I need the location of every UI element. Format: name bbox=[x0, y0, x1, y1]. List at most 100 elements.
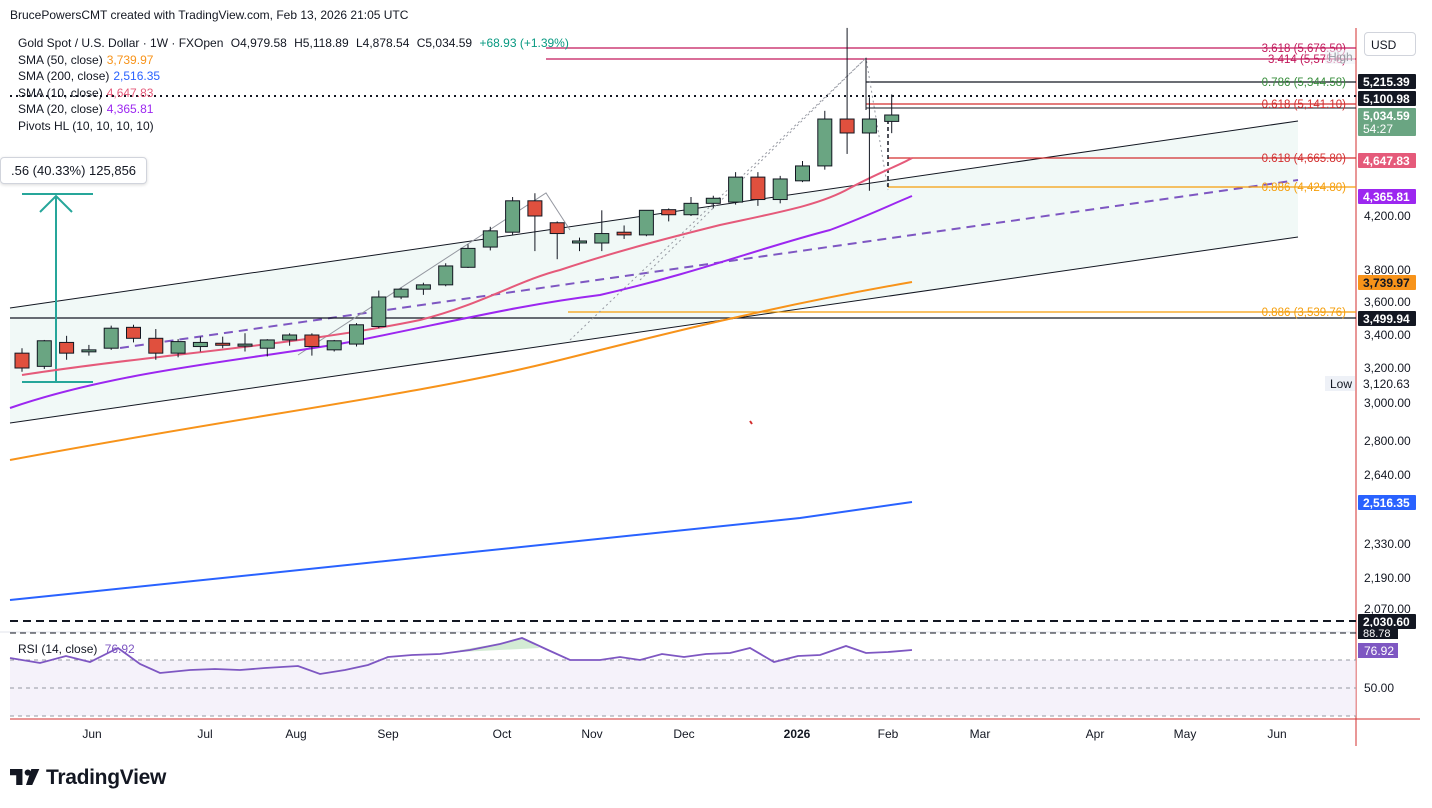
red-marker bbox=[749, 420, 753, 425]
price-tick-label: 2,330.00 bbox=[1364, 537, 1411, 551]
fib-labels: 3.618 (5,676.50)3.414 (5,575.6)0.786 (5,… bbox=[1262, 43, 1347, 319]
candle-body bbox=[460, 247, 476, 268]
rsi-line bbox=[9, 637, 913, 675]
candle bbox=[638, 209, 654, 237]
time-tick-label: Sep bbox=[377, 727, 399, 741]
candle-body bbox=[572, 240, 587, 244]
time-tick-label: Jun bbox=[82, 727, 101, 741]
pivot-low-label: Low bbox=[1330, 377, 1352, 391]
price-badge-text: 2,030.60 bbox=[1363, 615, 1410, 629]
candle bbox=[661, 208, 677, 222]
time-tick-label: Jul bbox=[197, 727, 212, 741]
indicator-row[interactable]: SMA (200, close) 2,516.35 bbox=[18, 68, 569, 85]
candle-body bbox=[750, 176, 766, 201]
candle bbox=[59, 335, 75, 360]
candle bbox=[527, 193, 543, 252]
price-tick-label: 3,000.00 bbox=[1364, 396, 1411, 410]
pivot-high-label-bg bbox=[1325, 50, 1355, 64]
candle-body bbox=[304, 334, 320, 348]
symbol-row[interactable]: Gold Spot / U.S. Dollar · 1W · FXOpen O4… bbox=[18, 35, 569, 52]
price-badge: 3,120.63 bbox=[1358, 376, 1416, 391]
measure-tool bbox=[22, 193, 93, 383]
time-tick-label: Oct bbox=[493, 727, 512, 741]
projection-dotted-1 bbox=[569, 57, 867, 341]
indicator-row[interactable]: Pivots HL (10, 10, 10, 10) bbox=[18, 118, 569, 135]
indicator-value: 2,516.35 bbox=[113, 69, 161, 83]
candle bbox=[326, 339, 342, 352]
price-tick-label: 3,400.00 bbox=[1364, 328, 1411, 342]
price-badge-text: 5,100.98 bbox=[1363, 92, 1410, 106]
candle-body bbox=[326, 340, 342, 351]
candle-body bbox=[192, 341, 208, 348]
candle bbox=[237, 333, 253, 352]
candle-body bbox=[237, 343, 253, 347]
candle bbox=[505, 197, 521, 235]
price-badge: 4,647.83 bbox=[1358, 153, 1416, 168]
candle bbox=[259, 339, 275, 357]
price-tick-label: 2,800.00 bbox=[1364, 434, 1411, 448]
indicator-row[interactable]: SMA (50, close) 3,739.97 bbox=[18, 52, 569, 69]
currency-selector[interactable]: USD bbox=[1364, 32, 1416, 56]
time-tick-label: May bbox=[1174, 727, 1197, 741]
candle-body bbox=[415, 284, 431, 290]
fib-label: 0.886 (3,539.76) bbox=[1262, 307, 1347, 319]
price-axis-labels: 4,200.00 3,800.00 3,600.00 3,400.00 3,200.00… bbox=[1364, 209, 1411, 616]
candle bbox=[616, 225, 632, 239]
price-badge: 2,516.35 bbox=[1358, 495, 1416, 510]
rsi-badge bbox=[1358, 643, 1398, 658]
fib-label: 0.886 (4,424.80) bbox=[1262, 182, 1347, 194]
candle bbox=[170, 339, 186, 358]
price-tick-label: 3,600.00 bbox=[1364, 295, 1411, 309]
price-tick-label: 3,200.00 bbox=[1364, 361, 1411, 375]
time-axis-labels: Jun Jul Aug Sep Oct Nov Dec 2026 Feb Mar Apr May Jun bbox=[82, 727, 1286, 741]
price-badge-text: 5,034.59 bbox=[1363, 109, 1410, 123]
indicator-label: SMA (50, close) bbox=[18, 52, 103, 67]
candle-body bbox=[59, 341, 75, 354]
ohlc-open: O4,979.58 bbox=[230, 36, 287, 50]
price-badge: 5,215.39 bbox=[1358, 74, 1416, 89]
price-tick-label: 2,640.00 bbox=[1364, 468, 1411, 482]
candle-body bbox=[549, 222, 565, 235]
time-tick-label: Apr bbox=[1086, 727, 1105, 741]
price-tick-label: 4,200.00 bbox=[1364, 209, 1411, 223]
channel-lower-line bbox=[9, 236, 1299, 424]
candle-body bbox=[482, 230, 498, 248]
candle bbox=[349, 323, 364, 347]
candle-body bbox=[81, 349, 97, 353]
candle bbox=[103, 325, 119, 350]
rsi-value: 76.92 bbox=[104, 642, 135, 656]
candle-body bbox=[661, 209, 677, 216]
candle bbox=[772, 175, 788, 204]
candle-body bbox=[772, 178, 788, 201]
channel-midline bbox=[119, 179, 1299, 349]
candle bbox=[393, 287, 409, 300]
indicator-row[interactable]: SMA (10, close) 4,647.83 bbox=[18, 85, 569, 102]
candle bbox=[482, 226, 498, 251]
sma-50-line bbox=[9, 281, 913, 461]
rsi-legend[interactable]: RSI (14, close) 76.92 bbox=[18, 642, 135, 656]
price-tick-label: 3,800.00 bbox=[1364, 263, 1411, 277]
candle bbox=[817, 110, 833, 170]
price-badge-text: 3,499.94 bbox=[1363, 312, 1410, 326]
tradingview-logo[interactable]: TradingView bbox=[10, 766, 166, 790]
indicator-value: 4,647.83 bbox=[106, 85, 154, 100]
ohlc-close: C5,034.59 bbox=[416, 36, 473, 50]
indicator-row[interactable]: SMA (20, close) 4,365.81 bbox=[18, 101, 569, 118]
candle bbox=[282, 333, 298, 346]
measure-label: .56 (40.33%) 125,856 bbox=[0, 157, 148, 184]
candle bbox=[14, 348, 30, 372]
indicator-label: SMA (10, close) bbox=[18, 85, 103, 100]
fib-label: 0.618 (5,141.10) bbox=[1262, 99, 1347, 111]
candle-body bbox=[683, 202, 699, 216]
time-tick-label: Feb bbox=[878, 727, 899, 741]
channel-fill bbox=[10, 121, 1298, 423]
candle-body bbox=[349, 324, 364, 345]
chart-credit: BrucePowersCMT created with TradingView.… bbox=[10, 8, 409, 22]
chart-legend: Gold Spot / U.S. Dollar · 1W · FXOpen O4… bbox=[18, 35, 569, 134]
sma-10-line bbox=[21, 157, 913, 376]
candle bbox=[371, 290, 387, 329]
candle-body bbox=[103, 327, 119, 349]
candle bbox=[728, 172, 744, 205]
